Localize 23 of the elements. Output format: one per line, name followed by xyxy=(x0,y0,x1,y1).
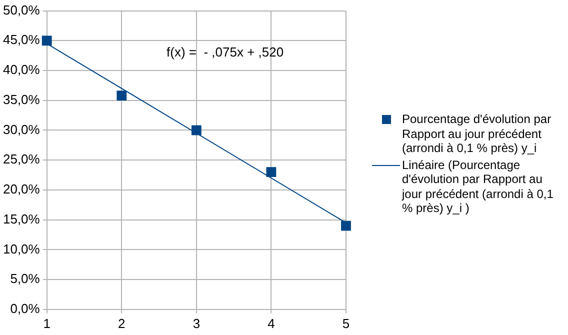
legend-label: Pourcentage d'évolution par Rapport au jour précédent (arrondi à 0,1 % près) y_i xyxy=(402,112,552,156)
y-tick-label: 35,0% xyxy=(2,92,40,107)
y-tick-label: 30,0% xyxy=(2,122,40,137)
annotation: f(x) = - ,075x + ,520 xyxy=(166,44,284,60)
y-tick-label: 25,0% xyxy=(2,152,40,167)
y-tick-label: 0,0% xyxy=(10,300,40,316)
y-tick-label: 50,0% xyxy=(2,2,40,18)
x-tick-label: 2 xyxy=(118,316,126,331)
point xyxy=(116,90,127,101)
y-tick-label: 10,0% xyxy=(2,241,40,256)
y-tick-label: 15,0% xyxy=(2,211,40,226)
y-tick-label: 5,0% xyxy=(10,271,40,286)
point xyxy=(341,220,351,231)
x-tick-label: 3 xyxy=(192,316,200,331)
legend-label: Linéaire (Pourcentage d'évolution par Rapport au jour précédent (arrondi à 0,1 % près) y_i ) xyxy=(402,158,554,216)
x-tick-label: 4 xyxy=(268,316,275,331)
y-tick-label: 40,0% xyxy=(2,62,40,78)
x-tick-label: 1 xyxy=(43,316,50,331)
y-tick-label: 45,0% xyxy=(2,32,40,48)
x-tick-label: 5 xyxy=(342,316,350,331)
y-tick-label: 20,0% xyxy=(2,182,40,197)
point xyxy=(266,167,276,177)
point xyxy=(42,36,52,46)
